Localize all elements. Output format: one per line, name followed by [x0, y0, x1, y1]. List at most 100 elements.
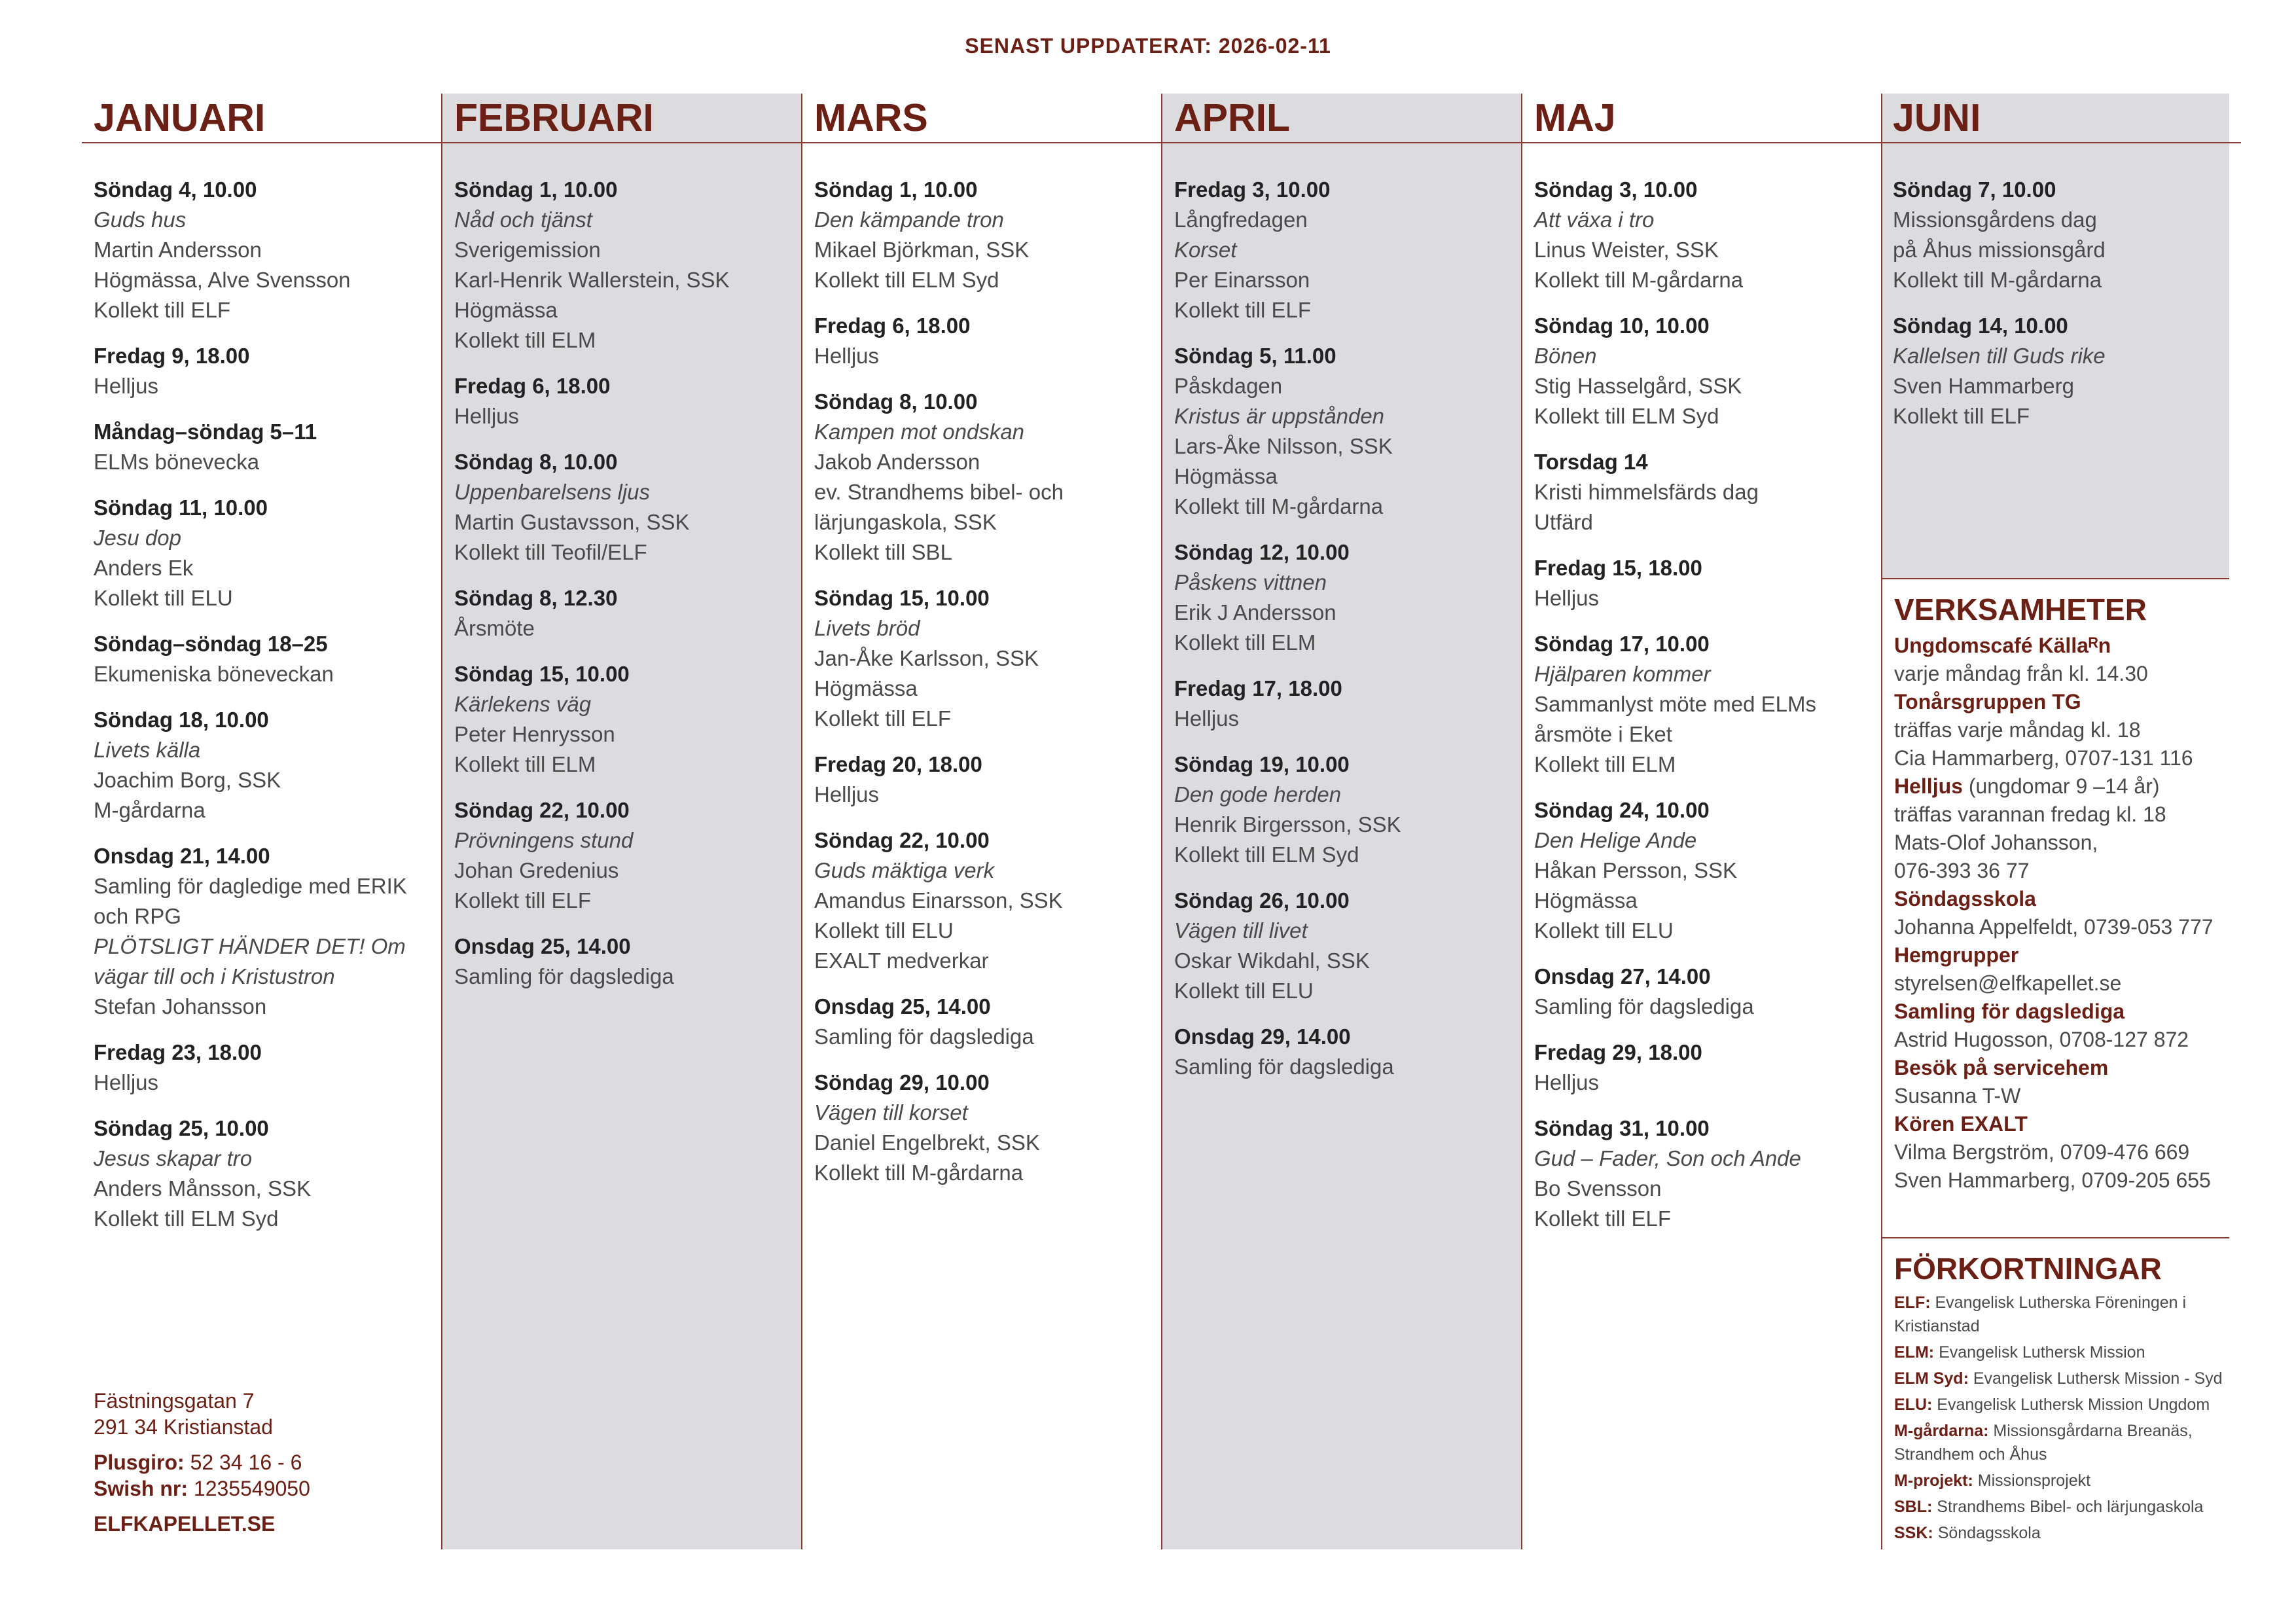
event-line: Samling för dagslediga: [814, 1024, 1034, 1049]
event-line: Långfredagen: [1174, 208, 1308, 232]
event-line: Martin Andersson: [94, 238, 262, 262]
event-title: Fredag 23, 18.00: [94, 1040, 262, 1064]
event-theme: Prövningens stund: [454, 828, 634, 852]
event: Söndag 24, 10.00 Den Helige Ande Håkan Per…: [1534, 795, 1869, 946]
abbreviations-title: FÖRKORTNINGAR: [1894, 1252, 2162, 1286]
event-line: Håkan Persson, SSK: [1534, 858, 1737, 882]
event-theme: Den Helige Ande: [1534, 828, 1697, 852]
month-title: JANUARI: [82, 94, 442, 143]
event: Söndag 10, 10.00 Bönen Stig Hasselgård, SS…: [1534, 311, 1869, 431]
event-line: Högmässa: [1174, 464, 1278, 488]
event-theme: Den kämpande tron: [814, 208, 1004, 232]
event-line: Linus Weister, SSK: [1534, 238, 1719, 262]
month-column: JANUARI Söndag 4, 10.00 Guds hus Martin And…: [82, 94, 442, 1549]
event-line: Kollekt till ELF: [1893, 404, 2030, 428]
event: Söndag 14, 10.00 Kallelsen till Guds rike…: [1893, 311, 2229, 431]
activity-line: Sven Hammarberg, 0709-205 655: [1894, 1168, 2211, 1192]
event-title: Söndag 8, 12.30: [454, 586, 618, 610]
event-theme: Jesu dop: [94, 526, 181, 550]
activity: Ungdomscafé Källaᴿn varje måndag från kl.…: [1894, 632, 2223, 688]
abbreviation: ELF: Evangelisk Lutherska Föreningen i K…: [1894, 1291, 2223, 1338]
event-title: Söndag 19, 10.00: [1174, 752, 1350, 776]
payment-label: Swish nr:: [94, 1477, 188, 1500]
abbreviation-key: ELU:: [1894, 1396, 1933, 1414]
abbreviation-text: Söndagsskola: [1937, 1524, 2041, 1542]
event-line: Bo Svensson: [1534, 1176, 1662, 1200]
event-line: Kollekt till ELM Syd: [94, 1206, 279, 1231]
event: Fredag 15, 18.00 Helljus: [1534, 553, 1869, 613]
event-line: ELMs bönevecka: [94, 450, 260, 474]
abbreviation-key: ELM Syd:: [1894, 1369, 1969, 1388]
activity-heading: Ungdomscafé Källaᴿn: [1894, 632, 2223, 660]
event: Söndag 11, 10.00 Jesu dop Anders Ek Kollekt…: [94, 493, 430, 613]
event-theme: PLÖTSLIGT HÄNDER DET! Om vägar till och …: [94, 934, 406, 988]
event-title: Söndag 8, 10.00: [454, 450, 618, 474]
activity-heading: Söndagsskola: [1894, 885, 2223, 913]
event-line: Kollekt till ELF: [94, 298, 231, 322]
event-theme: Nåd och tjänst: [454, 208, 592, 232]
event-line: Peter Henrysson: [454, 722, 615, 746]
entries: Söndag 1, 10.00 Nåd och tjänst Sverigemiss…: [442, 143, 801, 992]
activity: Besök på servicehem Susanna T-W: [1894, 1054, 2223, 1110]
event: Onsdag 25, 14.00 Samling för dagslediga: [814, 992, 1149, 1052]
event: Söndag 12, 10.00 Påskens vittnen Erik J An…: [1174, 537, 1509, 658]
footer: Fästningsgatan 7 291 34 Kristianstad Plusg…: [94, 1388, 310, 1537]
activity-line: träffas varannan fredag kl. 18: [1894, 803, 2166, 826]
month-column: FEBRUARI Söndag 1, 10.00 Nåd och tjänst Sve…: [441, 94, 801, 1549]
event-theme: Bönen: [1534, 344, 1597, 368]
activity-heading: Tonårsgruppen TG: [1894, 688, 2223, 716]
abbreviation-key: M-gårdarna:: [1894, 1422, 1989, 1440]
event: Söndag 5, 11.00 Påskdagen Kristus är uppst…: [1174, 341, 1509, 522]
event-line: Ekumeniska böneveckan: [94, 662, 334, 686]
event-theme: Jesus skapar tro: [94, 1146, 253, 1170]
activity-line: Vilma Bergström, 0709-476 669: [1894, 1140, 2190, 1164]
event: Fredag 20, 18.00 Helljus: [814, 749, 1149, 810]
event-theme: Gud – Fader, Son och Ande: [1534, 1146, 1801, 1170]
abbreviation-text: Evangelisk Luthersk Mission - Syd: [1973, 1369, 2223, 1388]
activity-heading: Besök på servicehem: [1894, 1054, 2223, 1082]
event-title: Söndag 14, 10.00: [1893, 314, 2068, 338]
event-theme: Guds hus: [94, 208, 187, 232]
month-title: MAJ: [1522, 94, 1881, 143]
abbreviation-key: M-projekt:: [1894, 1471, 1973, 1490]
entries: Fredag 3, 10.00 Långfredagen Korset Per Ein…: [1162, 143, 1521, 1082]
event-line: Daniel Engelbrekt, SSK: [814, 1130, 1040, 1155]
event-line: M-gårdarna: [94, 798, 206, 822]
event-title: Onsdag 29, 14.00: [1174, 1024, 1351, 1049]
event-title: Söndag–söndag 18–25: [94, 632, 328, 656]
event-title: Söndag 15, 10.00: [454, 662, 630, 686]
event: Söndag 31, 10.00 Gud – Fader, Son och And…: [1534, 1113, 1869, 1234]
event-title: Onsdag 25, 14.00: [454, 934, 631, 958]
abbreviation: SSK: Söndagsskola: [1894, 1521, 2223, 1545]
event-line: Kollekt till ELM: [454, 752, 596, 776]
abbreviation-key: SSK:: [1894, 1524, 1933, 1542]
abbreviation-text: Evangelisk Lutherska Föreningen i Kristi…: [1894, 1293, 2187, 1335]
event-line: Kollekt till ELF: [1534, 1206, 1672, 1231]
event-line: Samling för dagslediga: [454, 964, 674, 988]
june-background: [1881, 94, 2229, 578]
event-title: Fredag 17, 18.00: [1174, 676, 1342, 700]
entries: Söndag 1, 10.00 Den kämpande tron Mikael B…: [802, 143, 1161, 1188]
event-line: Jan-Åke Karlsson, SSK: [814, 646, 1039, 670]
event: Söndag 17, 10.00 Hjälparen kommer Sammanly…: [1534, 629, 1869, 780]
event-theme: Hjälparen kommer: [1534, 662, 1711, 686]
event-title: Söndag 25, 10.00: [94, 1116, 269, 1140]
event-line: Kristi himmelsfärds dag: [1534, 480, 1759, 504]
activity-name: Kören EXALT: [1894, 1112, 2028, 1136]
event: Söndag 25, 10.00 Jesus skapar tro Anders M…: [94, 1113, 430, 1234]
activity: Hemgrupper styrelsen@elfkapellet.se: [1894, 941, 2223, 998]
event: Söndag 15, 10.00 Livets bröd Jan-Åke Karls…: [814, 583, 1149, 734]
abbreviation: ELM Syd: Evangelisk Luthersk Mission - S…: [1894, 1367, 2223, 1390]
event-theme: Kristus är uppstånden: [1174, 404, 1385, 428]
month-title: FEBRUARI: [442, 94, 801, 143]
payment-value: 52 34 16 - 6: [190, 1451, 302, 1474]
activity-name: Söndagsskola: [1894, 887, 2036, 911]
event-line: Anders Ek: [94, 556, 194, 580]
event-line: Helljus: [1534, 1070, 1600, 1094]
event: Fredag 6, 18.00 Helljus: [814, 311, 1149, 371]
event-line: Kollekt till ELF: [1174, 298, 1312, 322]
event-line: EXALT medverkar: [814, 948, 989, 973]
event-theme: Vägen till livet: [1174, 918, 1308, 943]
month-column: JUNI Söndag 7, 10.00 Missionsgårdens dag på…: [1881, 94, 2241, 578]
